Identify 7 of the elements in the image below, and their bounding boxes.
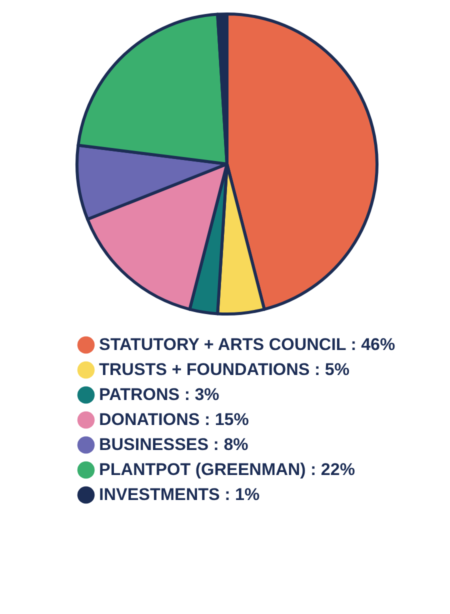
legend-label: BUSINESSES : 8%	[99, 435, 248, 454]
legend-label: STATUTORY + ARTS COUNCIL : 46%	[99, 335, 396, 354]
legend-label: DONATIONS : 15%	[99, 410, 249, 429]
legend-label: PLANTPOT (GREENMAN) : 22%	[99, 460, 355, 479]
legend-label: PATRONS : 3%	[99, 385, 220, 404]
legend-label: TRUSTS + FOUNDATIONS : 5%	[99, 360, 350, 379]
legend-label: INVESTMENTS : 1%	[99, 485, 260, 504]
